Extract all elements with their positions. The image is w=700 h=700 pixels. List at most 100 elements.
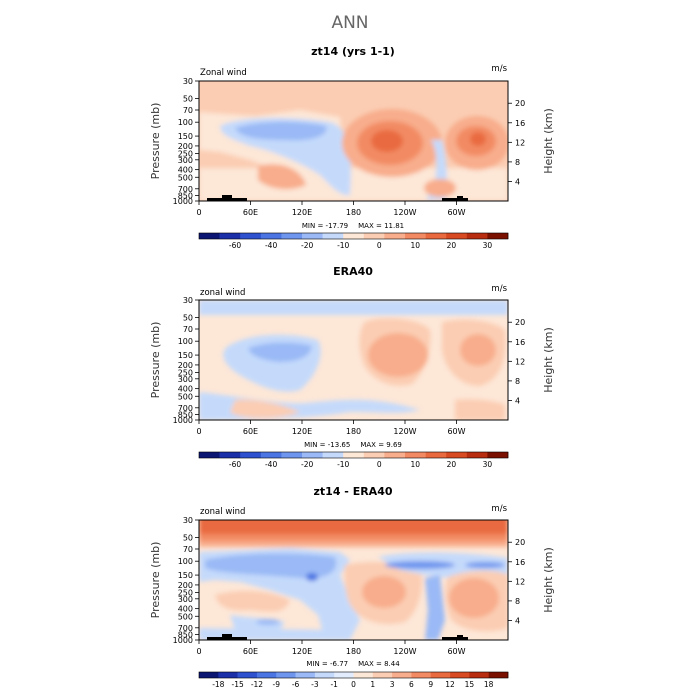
colorbar-label: 10 <box>411 241 421 250</box>
colorbar-swatch <box>219 233 241 239</box>
x-tick-label: 60E <box>243 427 258 436</box>
figure-title: ANN <box>331 13 368 33</box>
y2-tick-label: 4 <box>515 616 520 625</box>
y-tick-label: 70 <box>183 106 193 115</box>
y2-tick-label: 16 <box>515 119 525 128</box>
x-tick-label: 120E <box>292 208 312 217</box>
y-tick-label: 30 <box>183 516 193 525</box>
x-tick-label: 60W <box>447 647 465 656</box>
colorbar-label: -60 <box>229 241 241 250</box>
topography <box>222 634 232 640</box>
topography <box>222 195 232 201</box>
y2-axis-label: Height (km) <box>542 108 555 174</box>
colorbar-swatch <box>302 452 323 458</box>
y-tick-label: 500 <box>178 173 193 182</box>
y-tick-label: 100 <box>178 118 193 127</box>
colorbar-label: -10 <box>337 241 349 250</box>
y2-tick-label: 20 <box>515 318 525 327</box>
topography <box>457 635 463 640</box>
min-max-readout: MIN = -17.79 MAX = 11.81 <box>302 222 404 230</box>
colorbar-swatch <box>343 452 365 458</box>
y-tick-label: 700 <box>178 624 193 633</box>
y2-tick-label: 20 <box>515 99 525 108</box>
colorbar-label: 30 <box>483 241 493 250</box>
y-tick-label: 100 <box>178 337 193 346</box>
colorbar-swatch <box>334 672 354 678</box>
panel-title: zt14 (yrs 1-1) <box>311 45 395 58</box>
colorbar-swatch <box>237 672 258 678</box>
colorbar-swatch <box>411 672 432 678</box>
y-tick-label: 500 <box>178 612 193 621</box>
contour-field <box>199 300 508 420</box>
y-tick-label: 700 <box>178 404 193 413</box>
y2-tick-label: 20 <box>515 538 525 547</box>
colorbar-swatch <box>314 672 335 678</box>
colorbar-label: 10 <box>411 460 421 469</box>
y-tick-label: 30 <box>183 77 193 86</box>
colorbar-label: -9 <box>273 680 281 689</box>
colorbar-swatch <box>446 233 468 239</box>
colorbar-swatch <box>363 233 385 239</box>
y-tick-label: 1000 <box>173 416 193 425</box>
colorbar: -60 -40 -20 -10 0 10 20 30 <box>198 232 509 250</box>
y2-tick-label: 8 <box>515 158 520 167</box>
colorbar-swatch <box>487 452 509 458</box>
colorbar-label: -20 <box>301 460 313 469</box>
topography <box>442 198 468 201</box>
colorbar-label: 20 <box>447 460 457 469</box>
x-tick-label: 180 <box>346 427 361 436</box>
y-tick-label: 70 <box>183 325 193 334</box>
colorbar-swatch <box>466 233 488 239</box>
y-tick-label: 1000 <box>173 636 193 645</box>
colorbar-swatch <box>219 452 241 458</box>
y-tick-label: 250 <box>178 589 193 598</box>
y-tick-label: 400 <box>178 166 193 175</box>
colorbar-label: -40 <box>265 460 277 469</box>
x-tick-label: 120W <box>393 427 416 436</box>
colorbar-swatch <box>281 233 303 239</box>
y-tick-label: 50 <box>183 94 193 103</box>
colorbar-swatch <box>276 672 296 678</box>
colorbar-swatch <box>353 672 374 678</box>
y-tick-label: 50 <box>183 533 193 542</box>
colorbar-swatch <box>425 452 447 458</box>
topography <box>457 196 463 201</box>
y2-tick-label: 4 <box>515 177 520 186</box>
field-label: zonal wind <box>200 507 245 517</box>
y-tick-label: 150 <box>178 571 193 580</box>
colorbar-label: 20 <box>447 241 457 250</box>
y-axis-label: Pressure (mb) <box>149 542 162 619</box>
x-tick-label: 0 <box>196 427 201 436</box>
y-tick-label: 150 <box>178 351 193 360</box>
y-axis-label: Pressure (mb) <box>149 103 162 180</box>
colorbar-frame <box>198 451 509 459</box>
contour-field <box>199 520 508 640</box>
y-tick-label: 500 <box>178 392 193 401</box>
colorbar-label: 0 <box>377 460 382 469</box>
colorbar-label: -15 <box>232 680 244 689</box>
panel-diff: zt14 - ERA40 zonal wind m/s <box>149 485 555 689</box>
x-tick-label: 0 <box>196 647 201 656</box>
colorbar-swatch <box>260 233 282 239</box>
y2-tick-label: 12 <box>515 138 525 147</box>
colorbar-label: -40 <box>265 241 277 250</box>
colorbar-swatch <box>218 672 238 678</box>
y-tick-label: 200 <box>178 142 193 151</box>
y2-tick-label: 8 <box>515 377 520 386</box>
colorbar: -18 -15 -12 -9 -6 -3 -1 0 1 3 6 9 12 15 18 <box>198 671 509 689</box>
colorbar-label: 6 <box>409 680 414 689</box>
y2-tick-label: 12 <box>515 357 525 366</box>
y-tick-label: 70 <box>183 545 193 554</box>
y-tick-label: 850 <box>178 191 193 200</box>
y-tick-label: 1000 <box>173 197 193 206</box>
colorbar-swatch <box>488 672 509 678</box>
colorbar-swatch <box>487 233 509 239</box>
x-tick-label: 60E <box>243 647 258 656</box>
y-tick-label: 250 <box>178 369 193 378</box>
colorbar-swatch <box>363 452 385 458</box>
colorbar-swatch <box>405 233 426 239</box>
colorbar-label: -12 <box>251 680 263 689</box>
colorbar-swatch <box>199 672 219 678</box>
y-tick-label: 200 <box>178 581 193 590</box>
